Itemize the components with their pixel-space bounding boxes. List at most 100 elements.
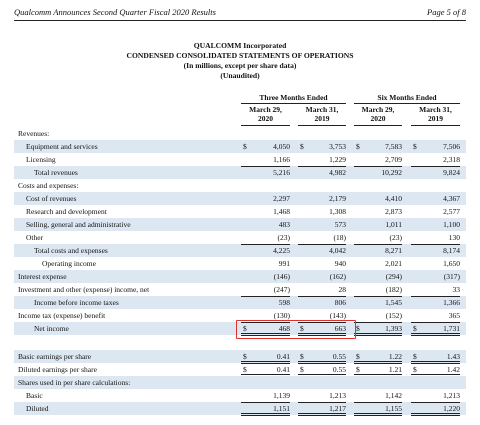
- row-label: Net income: [34, 324, 69, 333]
- value: 940: [334, 259, 346, 268]
- table-row: Basic earnings per share $0.41 $0.55 $1.22 $…: [14, 350, 466, 364]
- value: (294): [385, 272, 402, 281]
- value: 1,139: [273, 391, 290, 400]
- total-rule: [298, 296, 346, 297]
- table-row: Other (23) (18) (23) 130: [14, 231, 466, 244]
- currency-symbol: $: [356, 324, 360, 333]
- value: 1,220: [443, 404, 460, 413]
- double-rule: [411, 333, 460, 334]
- value: 10,292: [381, 168, 402, 177]
- currency-symbol: $: [243, 142, 247, 151]
- table-row: Cost of revenues 2,297 2,179 4,410 4,367: [14, 192, 466, 205]
- currency-symbol: $: [413, 142, 417, 151]
- currency-symbol: $: [243, 324, 247, 333]
- value: 2,873: [385, 207, 402, 216]
- value: (23): [277, 233, 291, 242]
- table-row: Diluted earnings per share $0.41 $0.55 $1.2…: [14, 363, 466, 377]
- double-rule: [241, 415, 290, 416]
- value: 0.55: [332, 365, 346, 374]
- column-rule: [354, 125, 402, 126]
- doc-header-title: Qualcomm Announces Second Quarter Fiscal…: [14, 7, 216, 17]
- total-rule: [354, 244, 402, 245]
- double-rule: [298, 363, 346, 364]
- row-label: Licensing: [26, 155, 56, 164]
- column-header: 2019: [428, 114, 443, 123]
- value: (152): [385, 311, 402, 320]
- value: 1.43: [446, 352, 460, 361]
- value: 8,174: [443, 246, 460, 255]
- row-label: Basic earnings per share: [18, 352, 92, 361]
- value: 806: [334, 298, 346, 307]
- value: 2,179: [329, 194, 346, 203]
- column-header: March 29,: [361, 105, 395, 114]
- highlight-box: [236, 320, 356, 339]
- value: (146): [273, 272, 290, 281]
- value: 0.41: [276, 352, 290, 361]
- table-row: Shares used in per share calculations:: [14, 376, 466, 389]
- table-row: Diluted 1,151 1,217 1,155 1,220: [14, 402, 466, 416]
- group-rule: [354, 103, 460, 104]
- column-header: March 31,: [419, 105, 452, 114]
- value: (130): [273, 311, 290, 320]
- value: (247): [273, 285, 290, 294]
- table-row: Basic 1,139 1,213 1,142 1,213: [14, 389, 466, 402]
- table-row: Total costs and expenses 4,225 4,042 8,271 8…: [14, 244, 466, 257]
- double-rule: [298, 413, 346, 414]
- value: 1,155: [385, 404, 402, 413]
- currency-symbol: $: [413, 365, 417, 374]
- total-rule: [411, 322, 460, 323]
- currency-symbol: $: [243, 365, 247, 374]
- value: 468: [278, 324, 290, 333]
- value: 1,229: [329, 155, 346, 164]
- value: 1,166: [273, 155, 290, 164]
- table-row: Equipment and services $4,050 $3,753 $7,583…: [14, 140, 466, 153]
- table-row: Net income $468 $663 $1,393 $1,731: [14, 322, 466, 336]
- value: 365: [448, 311, 460, 320]
- double-rule: [298, 415, 346, 416]
- value: 1,151: [273, 404, 290, 413]
- total-rule: [298, 322, 346, 323]
- column-rule: [298, 125, 346, 126]
- value: 1.42: [446, 365, 460, 374]
- value: (23): [389, 233, 403, 242]
- value: 9,824: [443, 168, 460, 177]
- row-label: Research and development: [26, 207, 107, 216]
- value: 1,731: [443, 324, 460, 333]
- row-label: Income before income taxes: [34, 298, 119, 307]
- value: 4,042: [329, 246, 346, 255]
- double-rule: [241, 335, 290, 336]
- value: 1,213: [329, 391, 346, 400]
- currency-symbol: $: [356, 352, 360, 361]
- total-rule: [354, 322, 402, 323]
- value: 7,506: [443, 142, 460, 151]
- row-label: Operating income: [42, 259, 96, 268]
- total-rule: [241, 296, 290, 297]
- currency-symbol: $: [356, 142, 360, 151]
- currency-symbol: $: [413, 324, 417, 333]
- total-rule: [411, 402, 460, 403]
- row-label: Cost of revenues: [26, 194, 77, 203]
- column-header: 2019: [314, 114, 330, 123]
- value: 1,213: [443, 391, 460, 400]
- value: 4,225: [273, 246, 290, 255]
- value: 1.22: [388, 352, 402, 361]
- value: 33: [452, 285, 461, 294]
- currency-symbol: $: [300, 352, 304, 361]
- column-rule: [411, 125, 460, 126]
- value: 1,393: [385, 324, 402, 333]
- double-rule: [298, 374, 346, 375]
- total-rule: [354, 166, 402, 167]
- currency-symbol: $: [300, 365, 304, 374]
- page-number: Page 5 of 8: [427, 7, 466, 17]
- table-row: Operating income 991 940 2,021 1,650: [14, 257, 466, 270]
- value: 2,577: [443, 207, 460, 216]
- row-label: Revenues:: [18, 129, 50, 138]
- value: 1,308: [329, 207, 346, 216]
- row-label: Interest expense: [18, 272, 67, 281]
- value: 4,367: [443, 194, 460, 203]
- total-rule: [411, 244, 460, 245]
- total-rule: [241, 322, 290, 323]
- statement-title: CONDENSED CONSOLIDATED STATEMENTS OF OPE…: [126, 51, 354, 60]
- table-row: Interest expense (146) (162) (294) (317): [14, 270, 466, 283]
